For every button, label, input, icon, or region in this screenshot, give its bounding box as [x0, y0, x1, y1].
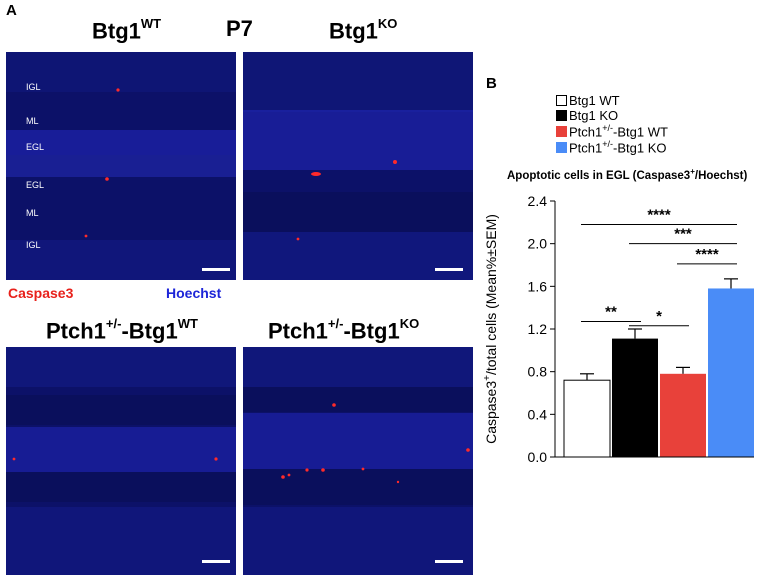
legend-label: Btg1 KO [569, 108, 619, 123]
legend-label: Ptch1+/--Btg1 KO [569, 139, 667, 156]
egl-band [6, 155, 236, 177]
y-axis-label: Caspase3+/total cells (Mean%±SEM) [482, 214, 499, 444]
legend-label: Btg1 WT [569, 93, 620, 108]
igl-band [6, 240, 236, 280]
layer-label-igl: IGL [26, 240, 41, 250]
igl-band [243, 507, 473, 575]
y-tick-label: 0.8 [528, 364, 548, 380]
caspase3-signal [361, 467, 365, 471]
caspase3-signal [311, 172, 321, 176]
legend-item: Ptch1+/--Btg1 KO [556, 139, 668, 156]
chart-legend: Btg1 WT Btg1 KO Ptch1+/--Btg1 WT Ptch1+/… [556, 93, 668, 156]
caspase3-signal [281, 475, 285, 479]
ml-band [243, 469, 473, 505]
legend-swatch [556, 110, 567, 121]
egl-band [243, 413, 473, 469]
y-tick-label: 1.2 [528, 321, 548, 337]
scale-bar [435, 560, 463, 563]
panel-a-letter: A [6, 2, 17, 19]
legend-item: Btg1 WT [556, 93, 668, 108]
caspase3-signal [12, 457, 16, 461]
legend-item: Ptch1+/--Btg1 WT [556, 123, 668, 139]
egl-band [243, 110, 473, 170]
caspase3-signal [466, 448, 470, 452]
y-tick-label: 2.0 [528, 236, 548, 252]
ml-band [6, 472, 236, 502]
caspase3-signal [305, 468, 309, 472]
y-tick-label: 0.0 [528, 449, 548, 465]
layer-label-ml: ML [26, 116, 39, 126]
image-title-ptch1-btg1-wt: Ptch1+/--Btg1WT [46, 316, 198, 344]
image-title-btg1-wt: Btg1WT [92, 16, 162, 44]
layer-label-egl: EGL [26, 142, 45, 152]
layer-label-egl: EGL [26, 180, 45, 190]
significance-label: * [656, 308, 662, 325]
ml-band [6, 395, 236, 425]
bar [708, 288, 754, 457]
timepoint-label: P7 [226, 16, 253, 41]
caspase3-signal [116, 88, 120, 92]
ml-band [243, 387, 473, 412]
layer-label-ml: ML [26, 208, 39, 218]
bar [563, 379, 611, 458]
legend-swatch [556, 125, 567, 137]
chart-title: Apoptotic cells in EGL (Caspase3+/Hoechs… [507, 167, 748, 182]
micrograph-btg1-wt: IGL ML EGL EGL ML IGL [6, 52, 236, 280]
legend-label: Ptch1+/--Btg1 WT [569, 123, 668, 140]
layer-label-igl: IGL [26, 82, 41, 92]
significance-label: **** [695, 246, 719, 263]
igl-band [6, 507, 236, 575]
micrograph-btg1-ko [243, 52, 473, 280]
igl-band [6, 347, 236, 387]
stain-label-caspase3: Caspase3 [8, 285, 74, 301]
caspase3-signal [105, 177, 109, 181]
caspase3-signal [296, 237, 300, 241]
significance-label: *** [674, 226, 692, 243]
caspase3-signal [287, 473, 291, 477]
stain-label-hoechst: Hoechst [166, 285, 222, 301]
scale-bar [435, 268, 463, 271]
panel-b-letter: B [486, 75, 497, 92]
igl-band [243, 232, 473, 280]
igl-band [243, 52, 473, 112]
ml-band [243, 192, 473, 232]
bar [612, 338, 658, 457]
caspase3-signal [396, 480, 400, 484]
bar-chart: 0.0 0.4 0.8 1.2 1.6 2.0 2.4 Caspase3+/total cel… [482, 193, 754, 465]
egl-band [6, 427, 236, 472]
bar [660, 373, 706, 457]
legend-swatch [556, 141, 567, 153]
caspase3-signal [332, 403, 336, 407]
egl-band [6, 130, 236, 155]
legend-swatch [556, 95, 567, 106]
micrograph-ptch1-btg1-wt [6, 347, 236, 575]
caspase3-signal [393, 160, 397, 164]
legend-item: Btg1 KO [556, 108, 668, 123]
y-tick-label: 0.4 [528, 406, 548, 422]
caspase3-signal [84, 234, 88, 238]
igl-band [243, 347, 473, 392]
significance-label: ** [605, 304, 617, 321]
scale-bar [202, 560, 230, 563]
significance-label: **** [647, 206, 671, 223]
y-tick-label: 2.4 [528, 193, 548, 209]
scale-bar [202, 268, 230, 271]
caspase3-signal [214, 457, 218, 461]
image-title-btg1-ko: Btg1KO [329, 16, 398, 44]
caspase3-signal [321, 468, 325, 472]
y-tick-label: 1.6 [528, 278, 548, 294]
image-title-ptch1-btg1-ko: Ptch1+/--Btg1KO [268, 316, 420, 344]
igl-band [6, 52, 236, 92]
micrograph-ptch1-btg1-ko [243, 347, 473, 575]
